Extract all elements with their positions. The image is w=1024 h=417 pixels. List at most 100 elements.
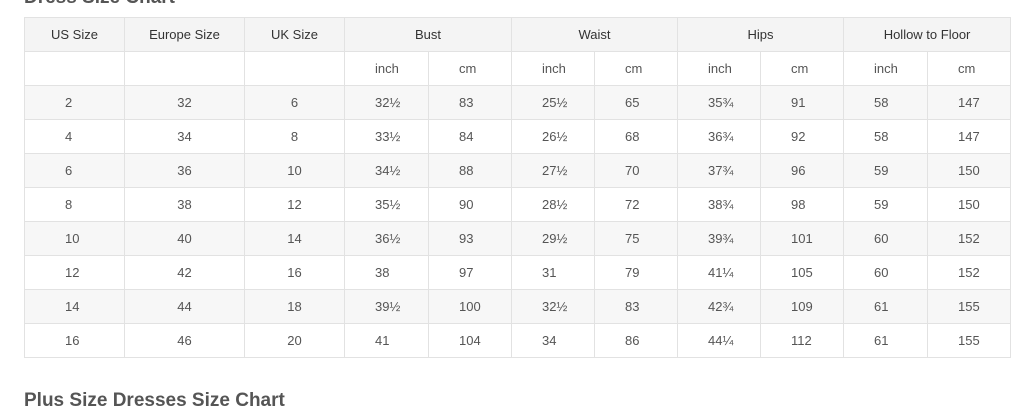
table-cell: 90 <box>427 187 513 222</box>
plus-size-chart-title: Plus Size Dresses Size Chart <box>24 390 285 411</box>
table-cell: 32 <box>124 85 245 120</box>
table-cell: 96 <box>760 153 845 188</box>
table-cell: 25½ <box>511 85 596 120</box>
table-cell: 65 <box>594 85 679 120</box>
table-cell: 79 <box>594 255 679 290</box>
table-cell: 93 <box>427 221 513 256</box>
table-cell: 44 <box>124 289 245 324</box>
table-cell: 58 <box>843 119 929 154</box>
empty-cell <box>124 51 245 86</box>
table-cell: 84 <box>427 119 513 154</box>
unit-cell: inch <box>843 51 929 86</box>
table-cell: 98 <box>760 187 845 222</box>
table-cell: 150 <box>927 153 1012 188</box>
table-row: 10 40 14 36½ 93 29½ 75 39¾ 101 60 152 <box>24 221 1012 256</box>
table-cell: 100 <box>427 289 513 324</box>
table-cell: 41¼ <box>677 255 762 290</box>
table-cell: 104 <box>427 323 513 358</box>
table-cell: 16 <box>244 255 345 290</box>
table-cell: 91 <box>760 85 845 120</box>
table-cell: 60 <box>843 221 929 256</box>
table-cell: 155 <box>927 323 1012 358</box>
table-cell: 36 <box>124 153 245 188</box>
table-cell: 150 <box>927 187 1012 222</box>
table-cell: 8 <box>244 119 345 154</box>
header-hips: Hips <box>677 17 845 52</box>
table-cell: 61 <box>843 323 929 358</box>
table-cell: 36¾ <box>677 119 762 154</box>
table-cell: 46 <box>124 323 245 358</box>
table-cell: 83 <box>427 85 513 120</box>
table-cell: 68 <box>594 119 679 154</box>
header-row: US Size Europe Size UK Size Bust Waist H… <box>24 17 1012 52</box>
table-row: 8 38 12 35½ 90 28½ 72 38¾ 98 59 150 <box>24 187 1012 222</box>
table-cell: 12 <box>244 187 345 222</box>
table-row: 16 46 20 41 104 34 86 44¼ 112 61 155 <box>24 323 1012 358</box>
table-cell: 31 <box>511 255 596 290</box>
table-cell: 38 <box>344 255 429 290</box>
table-cell: 29½ <box>511 221 596 256</box>
table-cell: 109 <box>760 289 845 324</box>
table-cell: 6 <box>24 153 125 188</box>
table-cell: 39¾ <box>677 221 762 256</box>
header-waist: Waist <box>511 17 679 52</box>
table-cell: 39½ <box>344 289 429 324</box>
header-europe-size: Europe Size <box>124 17 245 52</box>
table-cell: 34 <box>124 119 245 154</box>
table-cell: 32½ <box>511 289 596 324</box>
unit-cell: cm <box>594 51 679 86</box>
header-hollow-to-floor: Hollow to Floor <box>843 17 1012 52</box>
table-cell: 42 <box>124 255 245 290</box>
table-cell: 59 <box>843 153 929 188</box>
table-cell: 147 <box>927 119 1012 154</box>
empty-cell <box>244 51 345 86</box>
unit-cell: inch <box>511 51 596 86</box>
table-cell: 4 <box>24 119 125 154</box>
table-cell: 105 <box>760 255 845 290</box>
unit-cell: cm <box>427 51 513 86</box>
table-cell: 152 <box>927 221 1012 256</box>
table-cell: 35½ <box>344 187 429 222</box>
table-cell: 12 <box>24 255 125 290</box>
table-cell: 112 <box>760 323 845 358</box>
table-cell: 26½ <box>511 119 596 154</box>
header-uk-size: UK Size <box>244 17 345 52</box>
dress-size-chart-title: Dress Size Chart <box>24 0 175 9</box>
table-cell: 60 <box>843 255 929 290</box>
empty-cell <box>24 51 125 86</box>
table-cell: 72 <box>594 187 679 222</box>
table-cell: 38 <box>124 187 245 222</box>
table-cell: 44¼ <box>677 323 762 358</box>
table-cell: 37¾ <box>677 153 762 188</box>
units-row: inch cm inch cm inch cm inch cm <box>24 51 1012 86</box>
unit-cell: cm <box>927 51 1012 86</box>
table-cell: 27½ <box>511 153 596 188</box>
table-cell: 147 <box>927 85 1012 120</box>
table-cell: 36½ <box>344 221 429 256</box>
table-cell: 59 <box>843 187 929 222</box>
table-cell: 97 <box>427 255 513 290</box>
table-cell: 83 <box>594 289 679 324</box>
unit-cell: cm <box>760 51 845 86</box>
table-cell: 10 <box>24 221 125 256</box>
table-cell: 10 <box>244 153 345 188</box>
table-cell: 14 <box>24 289 125 324</box>
table-cell: 6 <box>244 85 345 120</box>
table-cell: 16 <box>24 323 125 358</box>
header-bust: Bust <box>343 17 513 52</box>
table-cell: 35¾ <box>677 85 762 120</box>
table-row: 14 44 18 39½ 100 32½ 83 42¾ 109 61 155 <box>24 289 1012 324</box>
table-cell: 2 <box>24 85 125 120</box>
table-cell: 34½ <box>344 153 429 188</box>
table-row: 2 32 6 32½ 83 25½ 65 35¾ 91 58 147 <box>24 85 1012 120</box>
table-cell: 18 <box>244 289 345 324</box>
table-cell: 70 <box>594 153 679 188</box>
table-cell: 88 <box>427 153 513 188</box>
header-us-size: US Size <box>24 17 125 52</box>
table-cell: 41 <box>344 323 429 358</box>
table-cell: 152 <box>927 255 1012 290</box>
table-row: 6 36 10 34½ 88 27½ 70 37¾ 96 59 150 <box>24 153 1012 188</box>
size-chart-table: US Size Europe Size UK Size Bust Waist H… <box>24 17 1012 358</box>
table-cell: 58 <box>843 85 929 120</box>
table-cell: 42¾ <box>677 289 762 324</box>
